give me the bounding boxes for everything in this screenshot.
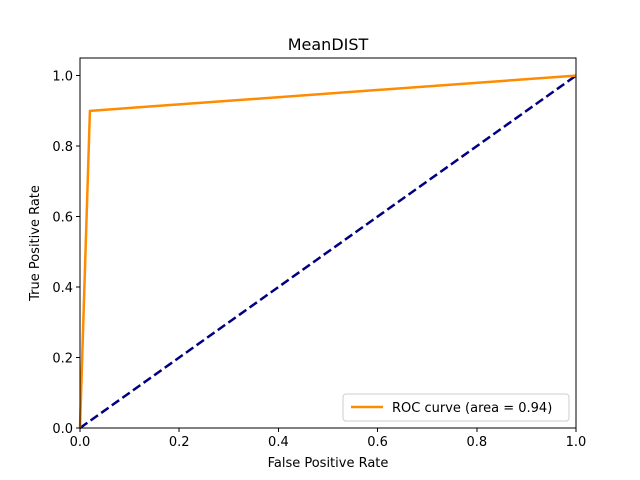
x-axis: 0.0 0.2 0.4 0.6 0.8 1.0 <box>70 428 587 450</box>
y-tick-label: 0.2 <box>52 352 73 367</box>
x-tick-label: 0.2 <box>169 435 190 450</box>
x-tick-label: 0.8 <box>466 435 487 450</box>
chart-title: MeanDIST <box>288 35 369 54</box>
y-tick-label: 0.0 <box>52 422 73 437</box>
x-tick-label: 0.6 <box>367 435 388 450</box>
x-axis-label: False Positive Rate <box>268 456 389 471</box>
legend-label-roc-curve: ROC curve (area = 0.94) <box>392 401 552 416</box>
y-tick-label: 0.4 <box>52 281 73 296</box>
x-tick-label: 0.4 <box>268 435 289 450</box>
y-tick-label: 0.8 <box>52 140 73 155</box>
x-tick-label: 0.0 <box>70 435 91 450</box>
y-axis: 0.0 0.2 0.4 0.6 0.8 1.0 <box>52 70 80 437</box>
axes-frame <box>79 57 577 429</box>
roc-curve-line <box>78 74 577 429</box>
chance-diagonal-line <box>79 74 577 430</box>
plot-area <box>78 74 577 430</box>
legend: ROC curve (area = 0.94) <box>342 393 570 422</box>
y-tick-label: 1.0 <box>52 70 73 85</box>
y-tick-label: 0.6 <box>52 211 73 226</box>
y-axis-label: True Positive Rate <box>28 185 43 302</box>
x-tick-label: 1.0 <box>566 435 587 450</box>
legend-frame <box>342 393 570 422</box>
